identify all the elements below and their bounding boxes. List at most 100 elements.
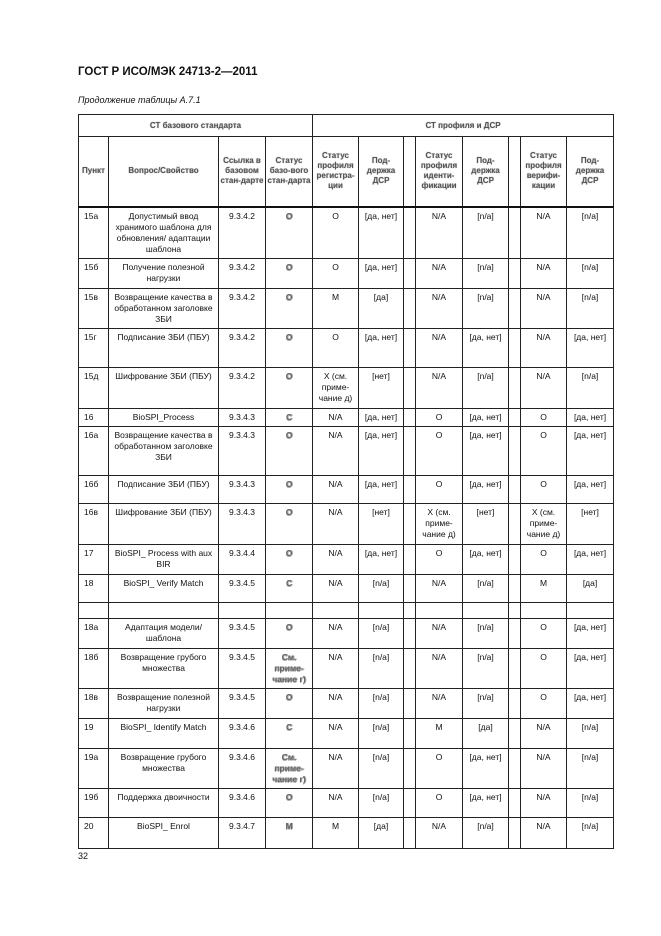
table-cell: О [264, 287, 314, 329]
table-cell: 9.3.4.3 [218, 407, 266, 427]
table-cell: Возвращение качества в обработанном заго… [108, 287, 219, 329]
table-cell: [n/a] [566, 366, 615, 409]
table-cell: 9.3.4.2 [218, 287, 266, 329]
table-cell: [n/a] [566, 816, 615, 849]
table-cell: О [312, 205, 360, 259]
table-cell: N/A [312, 502, 360, 545]
table-row: 16б Подписание ЗБИ (ПБУ) 9.3.4.3 О N/A [да, н… [78, 474, 615, 504]
spacer-cell [403, 601, 417, 619]
table-cell: 18б [78, 647, 109, 689]
table-cell: N/A [312, 787, 360, 818]
table-cell: 15а [78, 205, 109, 259]
spacer-cell [508, 717, 522, 749]
table-cell: Шифрование ЗБИ (ПБУ) [108, 502, 219, 545]
table-cell: 18 [78, 573, 109, 603]
table-row: 19а Возвращение грубого множества 9.3.4.6 С… [78, 747, 615, 789]
table-cell: [да, нет] [566, 474, 615, 504]
table-cell: 15в [78, 287, 109, 329]
table-cell: 15г [78, 327, 109, 368]
table-cell: О [415, 425, 464, 476]
column-header: Статус профиля иденти-фикации [415, 136, 464, 207]
table-cell: N/A [312, 717, 360, 749]
table-cell: О [520, 407, 568, 427]
spacer-cell [508, 543, 522, 575]
table-cell: X (см. приме-чание д) [415, 502, 464, 545]
table-row: 20 BioSPI_ Enrol 9.3.4.7 М М [да] N/A [n/a] N/A[… [78, 816, 615, 849]
table-cell: [нет] [358, 502, 405, 545]
table-cell: N/A [415, 327, 464, 368]
table-cell: См. приме-чание г) [264, 647, 314, 689]
table-cell: Возвращение грубого множества [108, 647, 219, 689]
spacer-cell [403, 747, 417, 789]
table-cell: [да, нет] [462, 747, 510, 789]
spacer-cell [508, 407, 522, 427]
table-cell: [да, нет] [358, 407, 405, 427]
table-cell: [n/a] [462, 687, 510, 719]
table-row: 19 BioSPI_ Identify Match 9.3.4.6 С N/A [n/a]… [78, 717, 615, 749]
table-cell: [да, нет] [358, 205, 405, 259]
spacer-cell [403, 407, 417, 427]
spacer-cell [403, 543, 417, 575]
table-cell: N/A [415, 573, 464, 603]
spacer-cell [508, 787, 522, 818]
table-row: 19б Поддержка двоичности 9.3.4.6 О N/A [n/a] О… [78, 787, 615, 818]
table-cell: Получение полезной нагрузки [108, 257, 219, 289]
spacer-cell [403, 787, 417, 818]
table-cell: О [520, 687, 568, 719]
page-number: 32 [78, 851, 89, 861]
table-cell: 9.3.4.4 [218, 543, 266, 575]
table-cell: О [264, 474, 314, 504]
table-cell: [да] [358, 287, 405, 329]
table-row: 16а Возвращение качества в обработанном з… [78, 425, 615, 476]
table-cell: BioSPI_ Verify Match [108, 573, 219, 603]
table-cell: 9.3.4.7 [218, 816, 266, 849]
table-cell: О [520, 647, 568, 689]
table-cell: [да, нет] [566, 425, 615, 476]
table-cell: О [520, 474, 568, 504]
table-cell: [n/a] [566, 205, 615, 259]
table-cell: N/A [415, 617, 464, 649]
table-cell: С [264, 717, 314, 749]
group-header-row: СТ базового стандарта СТ профиля и ДСР [77, 114, 615, 137]
table-cell: N/A [520, 257, 568, 289]
table-cell: О [264, 366, 314, 409]
table-cell: [n/a] [358, 787, 405, 818]
table-cell: О [415, 474, 464, 504]
table-row [78, 601, 615, 619]
table-cell: BioSPI_Process [108, 407, 219, 427]
table-cell: N/A [415, 647, 464, 689]
table-cell: Возвращение полезной нагрузки [108, 687, 219, 719]
table-cell: [нет] [566, 502, 615, 545]
spacer-cell [403, 327, 417, 368]
table-cell: 15д [78, 366, 109, 409]
table-cell: О [312, 257, 360, 289]
table-cell: [да, нет] [462, 425, 510, 476]
table-cell: О [415, 787, 464, 818]
table-cell [78, 601, 109, 619]
spacer-cell [403, 257, 417, 289]
table-cell: [n/a] [462, 257, 510, 289]
table-cell: 9.3.4.3 [218, 425, 266, 476]
table-cell: [да] [566, 573, 615, 603]
table-cell: М [520, 573, 568, 603]
spacer-cell [403, 136, 417, 207]
table-cell: 9.3.4.5 [218, 647, 266, 689]
table-cell [566, 601, 615, 619]
table-cell: [да] [462, 717, 510, 749]
table-cell: [да, нет] [462, 543, 510, 575]
table-cell: [n/a] [358, 617, 405, 649]
spacer-cell [403, 617, 417, 649]
table-cell: Возвращение грубого множества [108, 747, 219, 789]
table-cell: [n/a] [566, 257, 615, 289]
table-row: 15д Шифрование ЗБИ (ПБУ) 9.3.4.2 О X (см. пр… [78, 366, 615, 409]
table-cell [312, 601, 360, 619]
table-cell [108, 601, 219, 619]
table-cell: [n/a] [462, 205, 510, 259]
table-cell: [да, нет] [462, 407, 510, 427]
standards-table: СТ базового стандарта СТ профиля и ДСР Пун… [77, 114, 615, 849]
table-cell: С [264, 407, 314, 427]
table-cell: N/A [520, 747, 568, 789]
table-cell: О [520, 543, 568, 575]
table-cell: [n/a] [566, 717, 615, 749]
table-cell: М [312, 287, 360, 329]
